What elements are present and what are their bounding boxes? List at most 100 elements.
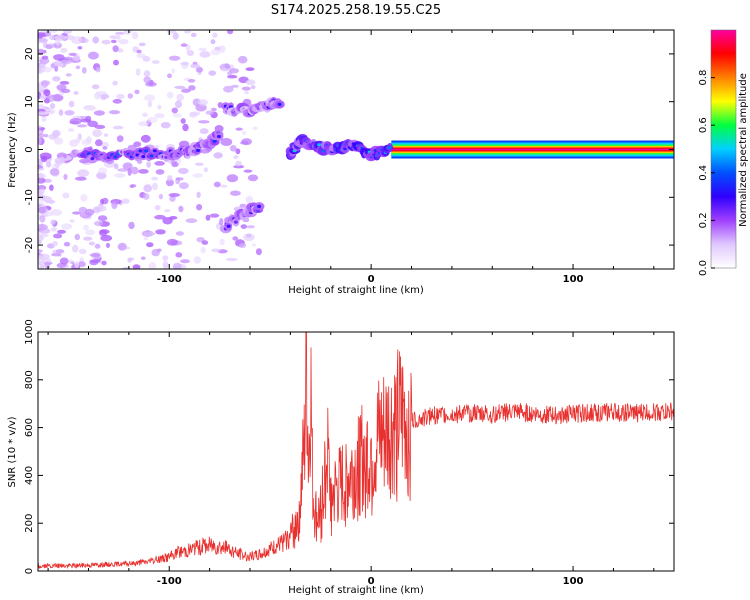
- noise-speck: [155, 229, 166, 235]
- noise-speck: [227, 30, 234, 35]
- noise-speck: [94, 124, 106, 129]
- noise-speck: [38, 261, 44, 265]
- noise-speck: [183, 30, 192, 34]
- noise-speck: [145, 81, 157, 87]
- noise-speck: [210, 48, 221, 56]
- noise-speck: [116, 34, 121, 42]
- noise-speck: [151, 176, 159, 181]
- noise-speck: [49, 34, 55, 41]
- noise-speck: [97, 215, 108, 222]
- noise-speck: [181, 88, 191, 93]
- noise-speck: [176, 158, 182, 164]
- noise-speck: [155, 169, 165, 175]
- spectrogram-ytick-label: 20: [24, 48, 35, 61]
- noise-speck: [211, 107, 217, 112]
- noise-speck: [55, 249, 65, 254]
- noise-speck: [71, 36, 84, 45]
- noise-speck: [146, 161, 152, 168]
- noise-speck: [188, 85, 196, 91]
- noise-speck: [38, 111, 48, 115]
- noise-speck: [89, 259, 99, 266]
- noise-speck: [61, 223, 73, 230]
- noise-speck: [111, 201, 118, 210]
- noise-speck: [92, 129, 103, 137]
- noise-speck: [41, 55, 49, 60]
- noise-speck: [175, 252, 183, 258]
- noise-speck: [134, 89, 140, 95]
- noise-speck: [80, 194, 88, 202]
- noise-speck: [80, 38, 89, 44]
- noise-speck: [172, 32, 179, 40]
- noise-speck: [229, 68, 240, 74]
- noise-speck: [226, 174, 239, 183]
- noise-speck: [246, 233, 252, 238]
- noise-speck: [244, 90, 249, 95]
- noise-speck: [77, 46, 83, 50]
- noise-speck: [138, 169, 149, 174]
- noise-speck: [162, 261, 169, 269]
- noise-speck: [190, 111, 201, 116]
- noise-speck: [241, 138, 253, 146]
- noise-speck: [54, 137, 64, 145]
- lower-branch-core: [226, 224, 231, 228]
- noise-speck: [94, 243, 101, 249]
- noise-speck: [172, 113, 182, 118]
- noise-speck: [196, 191, 201, 198]
- noise-speck: [182, 123, 189, 132]
- noise-speck: [68, 52, 77, 57]
- noise-speck: [52, 129, 61, 137]
- noise-speck: [130, 166, 139, 175]
- noise-speck: [142, 55, 151, 62]
- noise-speck: [233, 155, 239, 160]
- snr-ytick-label: 600: [24, 418, 35, 437]
- noise-speck: [51, 241, 59, 247]
- noise-speck: [160, 122, 171, 129]
- noise-speck: [230, 84, 239, 88]
- noise-speck: [100, 234, 113, 242]
- noise-speck: [241, 86, 251, 91]
- noise-speck: [45, 44, 53, 50]
- noise-speck: [177, 167, 189, 175]
- noise-speck: [39, 152, 52, 160]
- noise-speck: [112, 80, 118, 86]
- noise-speck: [205, 214, 211, 221]
- noise-speck: [54, 157, 66, 164]
- snr-xtick-label: -100: [157, 576, 182, 587]
- noise-speck: [197, 120, 210, 124]
- noise-speck: [175, 177, 184, 181]
- noise-speck: [174, 85, 186, 89]
- noise-speck: [237, 55, 248, 64]
- noise-speck: [76, 124, 88, 128]
- noise-speck: [196, 204, 203, 211]
- noise-speck: [116, 93, 125, 100]
- noise-speck: [180, 118, 186, 124]
- snr-xtick-label: 100: [563, 576, 584, 587]
- upper-branch-core: [277, 102, 282, 106]
- noise-speck: [50, 227, 57, 232]
- colorbar-tick-label: 0.2: [698, 212, 709, 228]
- noise-speck: [136, 49, 142, 54]
- noise-speck: [52, 76, 61, 82]
- noise-speck: [190, 32, 197, 38]
- noise-speck: [81, 67, 87, 74]
- noise-speck: [245, 195, 254, 204]
- noise-speck: [38, 224, 48, 231]
- noise-speck: [85, 106, 97, 111]
- noise-speck: [136, 53, 146, 59]
- noise-speck: [58, 109, 64, 116]
- noise-speck: [44, 261, 51, 269]
- noise-speck: [142, 112, 148, 118]
- noise-speck: [38, 168, 43, 172]
- noise-speck: [143, 184, 152, 193]
- noise-speck: [168, 55, 181, 61]
- snr-ytick-label: 400: [24, 466, 35, 485]
- snr-frame: [37, 331, 675, 572]
- spectrogram-xtick-label: 100: [563, 274, 584, 285]
- noise-speck: [74, 260, 80, 269]
- noise-speck: [79, 212, 92, 219]
- noise-speck: [208, 70, 217, 76]
- colorbar-tick-label: 0.4: [698, 165, 709, 181]
- noise-speck: [187, 79, 196, 83]
